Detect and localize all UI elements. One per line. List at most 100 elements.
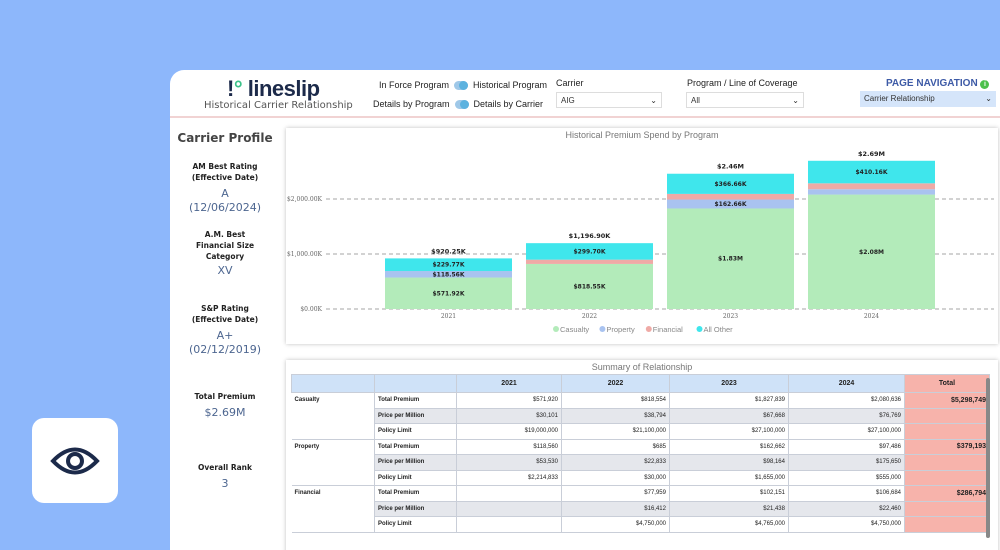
program-dropdown[interactable]: All ⌄ [686,92,804,108]
data-label: $118.56K [433,271,465,278]
scrollbar[interactable] [986,378,990,538]
metric-cell: Price per Million [375,455,457,471]
bar-segment-financial [667,194,794,200]
chevron-down-icon: ⌄ [985,94,992,104]
stacked-bar-chart: $0.00K$1,000.00K$2,000.00K$571.92K$118.5… [286,128,998,344]
bar-segment-financial [808,183,935,189]
overall-rank-label: Overall Rank [170,462,280,473]
legend-item: Casualty [560,325,589,334]
legend-marker [599,326,605,332]
value-cell [457,517,562,533]
data-label: $571.92K [433,290,465,297]
bar-segment-property [808,189,935,194]
details-toggle[interactable]: Details by Program Details by Carrier [373,99,543,109]
legend-item: Financial [653,325,683,334]
page-navigation-dropdown[interactable]: Carrier Relationship⌄ [860,91,996,107]
program-label: Program / Line of Coverage [687,78,798,88]
sp-rating-label: S&P Rating(Effective Date) [170,303,280,325]
column-header[interactable]: 2024 [789,375,905,393]
category-cell: Casualty [292,393,375,440]
value-cell: $77,959 [562,486,670,502]
column-header[interactable] [375,375,457,393]
page-subtitle: Historical Carrier Relationship [204,100,353,111]
column-header[interactable]: 2023 [670,375,789,393]
value-cell: $162,662 [670,439,789,455]
carrier-dropdown[interactable]: AIG ⌄ [556,92,662,108]
value-cell: $4,750,000 [562,517,670,533]
header: !° lineslip Historical Carrier Relations… [170,70,1000,118]
legend-marker [553,326,559,332]
value-cell [457,501,562,517]
carrier-profile: Carrier Profile [170,125,280,145]
metric-cell: Total Premium [375,486,457,502]
value-cell: $1,655,000 [670,470,789,486]
x-tick-label: 2024 [864,313,879,320]
x-tick-label: 2023 [723,313,738,320]
chevron-down-icon: ⌄ [792,96,799,104]
table-row: Policy Limit$19,000,000$21,100,000$27,10… [292,424,990,440]
chevron-down-icon: ⌄ [650,96,657,104]
value-cell: $38,794 [562,408,670,424]
column-header[interactable]: 2022 [562,375,670,393]
data-label: $818.55K [574,283,606,290]
table-row: Price per Million$16,412$21,438$22,460 [292,501,990,517]
data-label: $1.83M [718,256,743,263]
summary-title: Summary of Relationship [286,362,998,372]
toggle-switch[interactable] [454,81,468,90]
metric-cell: Policy Limit [375,470,457,486]
value-cell: $555,000 [789,470,905,486]
data-label: $229.77K [433,262,465,269]
legend-item: Property [606,325,635,334]
toggle-right-label: Details by Carrier [474,99,544,109]
value-cell: $106,684 [789,486,905,502]
total-cell [905,470,990,486]
total-label: $2.46M [717,163,744,171]
value-cell: $118,560 [457,439,562,455]
value-cell: $175,650 [789,455,905,471]
total-cell [905,408,990,424]
value-cell: $22,833 [562,455,670,471]
metric-cell: Total Premium [375,439,457,455]
column-header[interactable]: 2021 [457,375,562,393]
legend-item: All Other [704,325,734,334]
toggle-switch[interactable] [455,100,469,109]
total-premium-value: $2.69M [170,406,280,420]
value-cell: $4,750,000 [789,517,905,533]
column-header[interactable]: Total [905,375,990,393]
value-cell: $30,101 [457,408,562,424]
value-cell: $16,412 [562,501,670,517]
carrier-value: AIG [561,96,575,104]
profile-title: Carrier Profile [170,131,280,145]
metric-cell: Policy Limit [375,517,457,533]
logo: !° lineslip [227,76,320,102]
total-cell [905,424,990,440]
value-cell: $53,530 [457,455,562,471]
data-label: $2.08M [859,249,884,256]
category-cell: Financial [292,486,375,533]
category-cell: Property [292,439,375,486]
value-cell: $21,438 [670,501,789,517]
table-row: Price per Million$53,530$22,833$98,164$1… [292,455,990,471]
page-navigation-label: PAGE NAVIGATION i [886,78,989,89]
overall-rank-value: 3 [170,477,280,491]
y-tick-label: $2,000.00K [287,196,323,203]
sp-rating-value: A+(02/12/2019) [170,329,280,357]
am-best-label: AM Best Rating(Effective Date) [170,161,280,183]
info-icon[interactable]: i [980,80,989,89]
toggle-left-label: Details by Program [373,99,450,109]
am-best-value: A(12/06/2024) [170,187,280,215]
column-header[interactable] [292,375,375,393]
carrier-label: Carrier [556,78,584,88]
eye-icon [50,444,100,478]
total-label: $920.25K [431,247,467,255]
value-cell: $97,486 [789,439,905,455]
program-value: All [691,96,700,104]
data-label: $162.66K [715,201,747,208]
value-cell [457,486,562,502]
